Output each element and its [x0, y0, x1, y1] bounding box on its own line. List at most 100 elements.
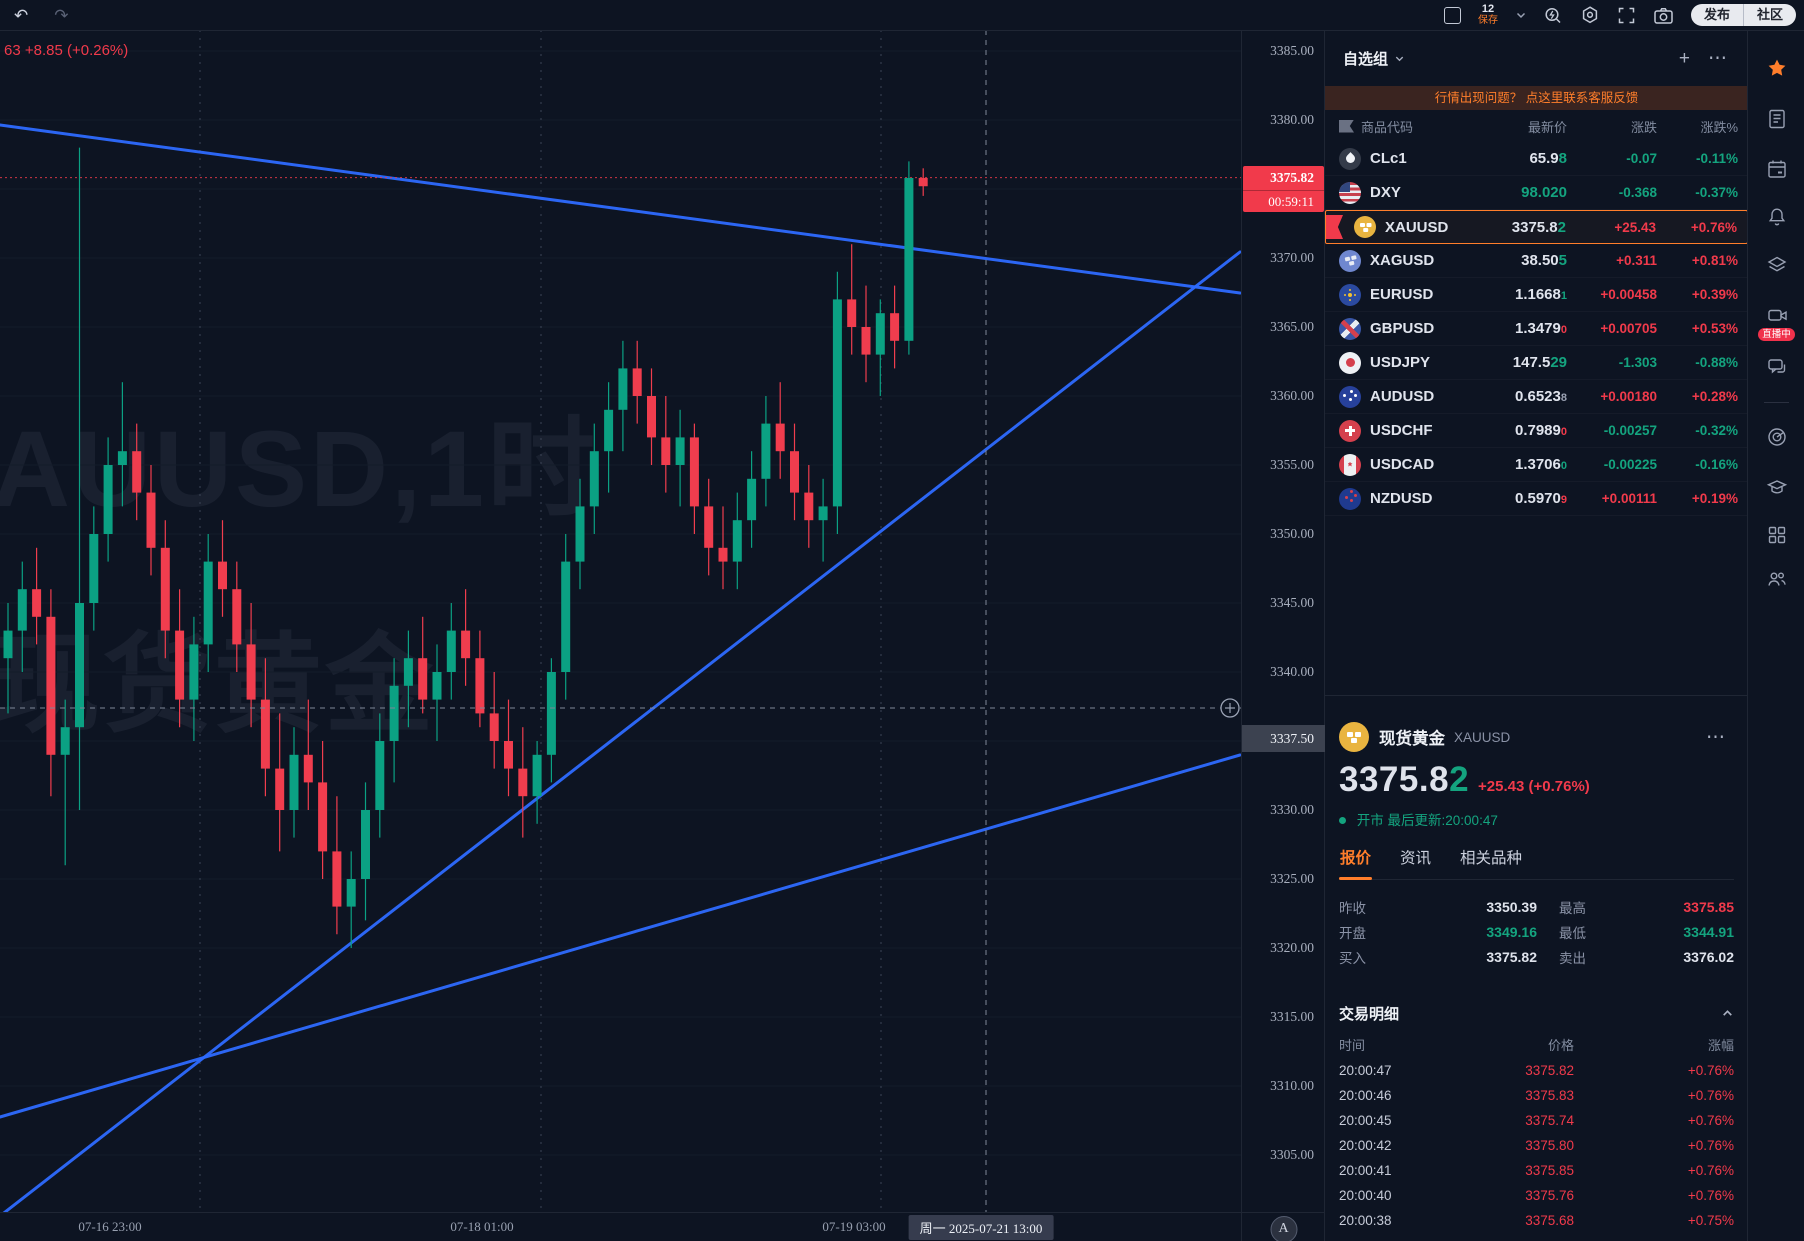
undo-icon[interactable]: ↶ [14, 5, 29, 25]
oil-flag-icon [1339, 147, 1361, 170]
tab-报价[interactable]: 报价 [1339, 846, 1373, 880]
fullscreen-icon[interactable] [1617, 6, 1636, 25]
price-tick: 3345.00 [1270, 595, 1314, 610]
trade-columns: 时间 价格 涨幅 [1339, 1038, 1734, 1053]
last-price: 65.98 [1529, 150, 1567, 167]
last-price: 1.16681 [1514, 286, 1567, 303]
chevron-down-icon[interactable] [1515, 9, 1527, 21]
top-toolbar: ↶ ↷ 12 保存 发布 社区 [0, 0, 1804, 31]
price-tick: 3330.00 [1270, 802, 1314, 817]
collapse-chevron-icon[interactable] [1721, 1007, 1734, 1020]
layers-icon[interactable] [1748, 254, 1804, 276]
chf-flag-icon [1339, 419, 1361, 442]
add-symbol-button[interactable]: + [1678, 47, 1690, 69]
symbol-code: XAUUSD [1454, 729, 1511, 745]
last-price: 147.529 [1512, 354, 1567, 371]
redo-icon[interactable]: ↷ [54, 5, 69, 25]
watchlist-row-eurusd[interactable]: EURUSD 1.16681 +0.00458 +0.39% [1325, 278, 1748, 312]
watchlist-more-button[interactable]: ⋯ [1708, 47, 1727, 69]
publish-community-pill: 发布 社区 [1690, 4, 1796, 26]
live-camera-icon[interactable]: 直播中 [1748, 304, 1804, 341]
detail-price: 3375.82 [1339, 760, 1470, 799]
bookmark-ribbon [1326, 215, 1343, 239]
alerts-bell-icon[interactable] [1748, 206, 1804, 228]
quote-最高: 最高 3375.85 [1559, 899, 1734, 916]
feedback-banner[interactable]: 行情出现问题？ 点这里联系客服反馈 [1325, 86, 1748, 110]
col-last: 最新价 [1527, 119, 1567, 135]
watchlist-row-usdjpy[interactable]: USDJPY 147.529 -1.303 -0.88% [1325, 346, 1748, 380]
us-flag-icon [1339, 181, 1361, 204]
watchlist-row-usdcad[interactable]: USDCAD 1.37060 -0.00225 -0.16% [1325, 448, 1748, 482]
save-button[interactable]: 12 保存 [1477, 4, 1498, 27]
live-badge: 直播中 [1758, 328, 1795, 341]
price-tick: 3360.00 [1270, 388, 1314, 403]
watchlist-group-selector[interactable]: 自选组 [1343, 48, 1405, 69]
publish-button[interactable]: 发布 [1703, 7, 1730, 22]
trade-row: 20:00:41 3375.85 +0.76% [1339, 1163, 1734, 1178]
watchlist-row-gbpusd[interactable]: GBPUSD 1.34790 +0.00705 +0.53% [1325, 312, 1748, 346]
price-tick: 3340.00 [1270, 664, 1314, 679]
candlestick-chart[interactable]: AUUSD,1时 现货黄金 63 +8.85 (+0.26%) 07-16 23… [0, 30, 1241, 1241]
price-axis[interactable]: 3375.82 00:59:11 3337.50 A 3385.00 3380.0… [1241, 30, 1325, 1241]
trade-row: 20:00:46 3375.83 +0.76% [1339, 1088, 1734, 1103]
trade-row: 20:00:40 3375.76 +0.76% [1339, 1188, 1734, 1203]
watchlist-star-icon[interactable] [1748, 57, 1804, 79]
chat-icon[interactable] [1748, 356, 1804, 378]
watchlist-row-nzdusd[interactable]: NZDUSD 0.59709 +0.00111 +0.19% [1325, 482, 1748, 516]
watchlist-body: CLc1 65.98 -0.07 -0.11% DXY 98.020 -0.368 -0.37… [1325, 142, 1748, 516]
trade-details: 交易明细 时间 价格 涨幅 20:00:47 3375.82 +0.76% 20:00… [1339, 1003, 1734, 1233]
nzd-flag-icon [1339, 487, 1361, 510]
panels-grid-icon[interactable] [1748, 524, 1804, 546]
col-symbol: 商品代码 [1361, 119, 1414, 135]
status-dot [1339, 817, 1346, 824]
price-tick: 3365.00 [1270, 319, 1314, 334]
last-price: 1.34790 [1514, 320, 1567, 337]
trade-row: 20:00:38 3375.68 +0.75% [1339, 1213, 1734, 1228]
detail-change: +25.43 (+0.76%) [1478, 778, 1590, 795]
education-icon[interactable] [1748, 476, 1804, 498]
flag-column-icon [1339, 119, 1354, 133]
news-icon[interactable] [1748, 108, 1804, 130]
price-tick: 3305.00 [1270, 1147, 1314, 1162]
tab-相关品种[interactable]: 相关品种 [1460, 850, 1523, 867]
crosshair-price-label: 3337.50 [1242, 725, 1325, 752]
community-button[interactable]: 社区 [1756, 7, 1783, 22]
last-price: 0.65238 [1514, 388, 1567, 405]
radar-icon[interactable] [1748, 426, 1804, 448]
watchlist-row-xagusd[interactable]: XAGUSD 38.505 +0.311 +0.81% [1325, 244, 1748, 278]
watchlist-row-clc1[interactable]: CLc1 65.98 -0.07 -0.11% [1325, 142, 1748, 176]
watchlist-row-dxy[interactable]: DXY 98.020 -0.368 -0.37% [1325, 176, 1748, 210]
price-tick: 3385.00 [1270, 43, 1314, 58]
community-people-icon[interactable] [1748, 568, 1804, 590]
layout-icon[interactable] [1443, 6, 1461, 24]
col-change-pct: 涨跌% [1700, 119, 1738, 135]
price-tick: 3370.00 [1270, 250, 1314, 265]
gold-icon [1339, 722, 1369, 752]
time-axis[interactable]: 07-16 23:00 07-18 01:00 07-19 03:00 周一 2025… [0, 1212, 1241, 1241]
last-price-badge: 3375.82 00:59:11 [1243, 166, 1324, 212]
tab-资讯[interactable]: 资讯 [1400, 850, 1432, 867]
watchlist-sidebar: 自选组 + ⋯ 行情出现问题？ 点这里联系客服反馈 商品代码 最新价 涨跌 涨跌… [1324, 30, 1748, 1241]
save-label: 保存 [1477, 15, 1498, 26]
watchlist-row-usdchf[interactable]: USDCHF 0.79890 -0.00257 -0.32% [1325, 414, 1748, 448]
last-price: 38.505 [1521, 252, 1567, 269]
watchlist-row-xauusd[interactable]: XAUUSD 3375.82 +25.43 +0.76% [1325, 210, 1748, 244]
time-tick: 07-16 23:00 [78, 1219, 142, 1234]
detail-tabs: 报价 资讯 相关品种 [1339, 846, 1734, 880]
calendar-icon[interactable] [1748, 158, 1804, 180]
camera-snapshot-icon[interactable] [1653, 6, 1674, 25]
settings-hexagon-icon[interactable] [1580, 5, 1600, 25]
detail-more-button[interactable]: ⋯ [1706, 726, 1725, 748]
auto-scale-button[interactable]: A [1270, 1216, 1297, 1241]
quote-最低: 最低 3344.91 [1559, 924, 1734, 941]
price-tick: 3320.00 [1270, 940, 1314, 955]
watchlist-row-audusd[interactable]: AUDUSD 0.65238 +0.00180 +0.28% [1325, 380, 1748, 414]
quote-grid: 昨收 3350.39 最高 3375.85 开盘 3349.16 最低 3344.91 买入 33… [1339, 895, 1734, 969]
alert-create-icon[interactable] [1544, 6, 1563, 25]
gold-flag-icon [1354, 216, 1376, 238]
chart-plot[interactable] [0, 30, 1241, 1212]
symbol-detail-panel: 现货黄金 XAUUSD ⋯ 3375.82 +25.43 (+0.76%) 开市… [1325, 695, 1748, 1241]
last-price: 0.79890 [1514, 422, 1567, 439]
price-tick: 3310.00 [1270, 1078, 1314, 1093]
